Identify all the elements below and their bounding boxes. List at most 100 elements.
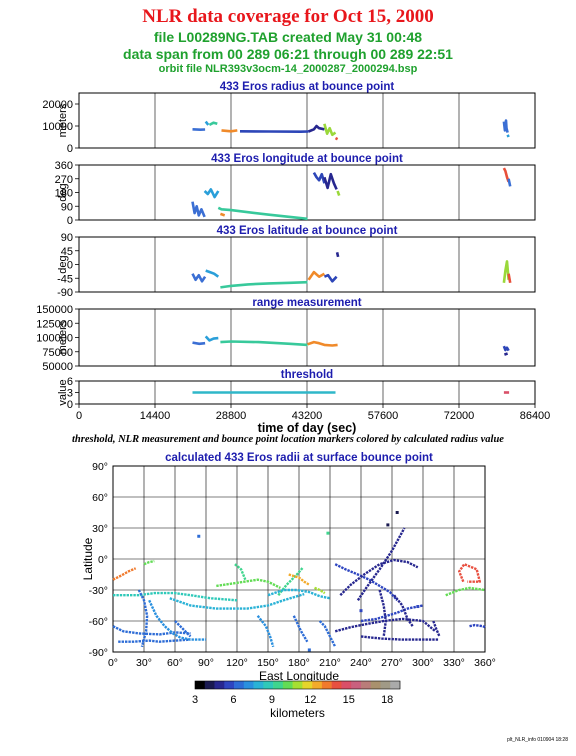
map-point <box>326 531 330 535</box>
map-track <box>334 563 399 602</box>
map-ylabel: Latitude <box>81 537 95 580</box>
map-xtick-label: 210° <box>319 657 341 669</box>
time-xtick-label: 14400 <box>140 410 171 422</box>
latitude-ytick-label: -90 <box>57 287 73 299</box>
colorbar-swatch <box>302 681 313 689</box>
file-info: file L00289NG.TAB created May 31 00:48 <box>153 29 423 45</box>
longitude-series <box>323 172 338 190</box>
latitude-series <box>507 273 512 284</box>
map-track <box>137 589 149 648</box>
map-track <box>267 588 331 600</box>
map-xtick-label: 300° <box>412 657 434 669</box>
colorbar-swatch <box>282 681 293 689</box>
map-track <box>356 527 406 601</box>
map-ytick-label: 60° <box>92 492 108 504</box>
range-ytick-label: 125000 <box>36 318 73 330</box>
latitude-ytick-label: 0 <box>67 260 73 272</box>
map-track <box>360 635 439 641</box>
latitude-ytick-label: -45 <box>57 273 73 285</box>
radius-ytick-label: 20000 <box>42 99 73 111</box>
range-series <box>502 345 510 352</box>
map-xtick-label: 360° <box>474 657 496 669</box>
map-track <box>314 586 326 595</box>
colorbar-swatch <box>214 681 225 689</box>
map-xtick-label: 90° <box>198 657 214 669</box>
radius-series <box>221 129 238 133</box>
latitude-ytick-label: 90 <box>61 232 73 244</box>
map-track <box>393 594 414 627</box>
figure-caption: threshold, NLR measurement and bounce po… <box>72 434 504 445</box>
longitude-ytick-label: 0 <box>67 215 73 227</box>
longitude-series <box>203 188 220 199</box>
time-xtick-label: 57600 <box>368 410 399 422</box>
radius-series <box>208 121 218 127</box>
map-track <box>256 615 275 648</box>
map-track <box>292 615 309 643</box>
colorbar-swatch <box>321 681 332 689</box>
colorbar-swatch <box>224 681 235 689</box>
colorbar-swatch <box>234 681 245 689</box>
longitude-series <box>336 190 341 197</box>
map-track <box>288 573 310 586</box>
latitude-ytick-label: 45 <box>61 246 73 258</box>
range-title: range measurement <box>252 297 361 309</box>
range-series <box>192 341 206 346</box>
longitude-series <box>219 212 226 217</box>
map-track <box>112 567 137 581</box>
latitude-series <box>220 280 308 289</box>
map-track <box>216 578 281 589</box>
colorbar-swatch <box>312 681 323 689</box>
latitude-series <box>323 273 338 283</box>
map-point <box>197 534 201 538</box>
colorbar-tick-label: 18 <box>381 694 393 706</box>
longitude-ylabel: deg <box>57 183 69 201</box>
range-series <box>307 340 338 347</box>
map-track <box>318 620 337 648</box>
colorbar-swatch <box>360 681 372 689</box>
footer-text: plt_NLR_info 010904 18:28 <box>507 737 568 743</box>
radius-ytick-label: 10000 <box>42 121 73 133</box>
map-title: calculated 433 Eros radii at surface bou… <box>165 452 433 464</box>
range-ytick-label: 50000 <box>42 361 73 373</box>
map-ytick-label: -30° <box>89 585 108 597</box>
colorbar-swatch <box>204 681 215 689</box>
map-xtick-label: 0° <box>108 657 118 669</box>
radius-series <box>334 136 339 141</box>
map-ytick-label: 90° <box>92 461 108 473</box>
map-xtick-label: 270° <box>381 657 403 669</box>
latitude-series <box>307 270 326 281</box>
map-track <box>469 623 486 629</box>
colorbar-swatch <box>351 681 362 689</box>
latitude-series <box>335 252 340 258</box>
map-point <box>307 648 311 652</box>
map-xtick-label: 330° <box>443 657 465 669</box>
orbit-file: orbit file NLR393v3ocm-14_2000287_200029… <box>158 63 418 75</box>
map-track <box>445 586 486 597</box>
colorbar-swatch <box>341 681 352 689</box>
longitude-series <box>191 201 206 218</box>
colorbar-frame <box>194 680 401 690</box>
colorbar-tick-label: 12 <box>304 694 316 706</box>
map-xtick-label: 120° <box>226 657 248 669</box>
map-track <box>112 625 191 636</box>
range-ytick-label: 100000 <box>36 333 73 345</box>
time-xlabel: time of day (sec) <box>258 421 357 435</box>
colorbar-swatch <box>331 681 342 689</box>
latitude-series <box>191 273 207 283</box>
map-track <box>174 620 192 638</box>
range-ytick-label: 150000 <box>36 304 73 316</box>
range-ytick-label: 75000 <box>42 347 73 359</box>
longitude-series <box>217 206 308 221</box>
latitude-series <box>502 260 510 283</box>
colorbar-swatch <box>195 681 206 689</box>
map-point <box>359 609 363 613</box>
radius-series <box>506 134 510 138</box>
colorbar-swatch <box>370 681 381 689</box>
longitude-ytick-label: 90 <box>61 201 73 213</box>
map-track <box>432 620 441 637</box>
map-track <box>458 563 481 583</box>
colorbar-swatch <box>253 681 264 689</box>
threshold-ytick-label: 0 <box>67 399 73 411</box>
map-xtick-label: 180° <box>288 657 310 669</box>
